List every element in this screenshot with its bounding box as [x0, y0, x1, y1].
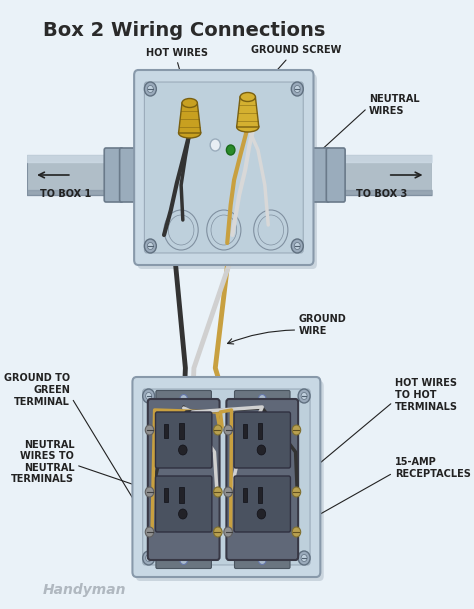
Circle shape	[214, 527, 222, 537]
Bar	[258, 487, 262, 503]
Bar	[309, 155, 432, 195]
Circle shape	[147, 85, 154, 93]
Circle shape	[224, 487, 232, 497]
Text: GROUND TO
GREEN
TERMINAL: GROUND TO GREEN TERMINAL	[4, 373, 70, 407]
Text: 15-AMP
RECEPTACLES: 15-AMP RECEPTACLES	[395, 457, 471, 479]
FancyBboxPatch shape	[136, 381, 324, 581]
Circle shape	[294, 85, 300, 93]
Ellipse shape	[240, 93, 255, 102]
Circle shape	[224, 425, 232, 435]
FancyBboxPatch shape	[132, 377, 320, 577]
Circle shape	[257, 509, 265, 519]
Circle shape	[179, 445, 187, 455]
Bar	[179, 423, 184, 439]
Bar	[243, 424, 247, 438]
Bar	[164, 488, 168, 502]
Circle shape	[145, 487, 154, 497]
Circle shape	[292, 527, 301, 537]
Ellipse shape	[237, 122, 259, 132]
Bar	[164, 424, 168, 438]
Polygon shape	[179, 103, 201, 133]
Circle shape	[143, 389, 155, 403]
Circle shape	[298, 551, 310, 565]
Text: HOT WIRES: HOT WIRES	[146, 48, 208, 58]
Ellipse shape	[182, 99, 197, 108]
Circle shape	[146, 555, 152, 561]
Text: GROUND SCREW: GROUND SCREW	[251, 45, 342, 55]
FancyBboxPatch shape	[311, 148, 330, 202]
FancyBboxPatch shape	[145, 82, 303, 253]
FancyBboxPatch shape	[326, 148, 345, 202]
Circle shape	[227, 145, 235, 155]
Circle shape	[301, 392, 307, 400]
Circle shape	[258, 395, 266, 404]
Circle shape	[258, 555, 266, 565]
Text: Box 2 Wiring Connections: Box 2 Wiring Connections	[43, 21, 325, 40]
FancyBboxPatch shape	[155, 412, 212, 468]
Bar	[258, 423, 262, 439]
FancyBboxPatch shape	[235, 552, 290, 568]
Circle shape	[214, 487, 222, 497]
Circle shape	[180, 555, 188, 565]
Ellipse shape	[179, 128, 201, 138]
Text: NEUTRAL
WIRES TO
NEUTRAL
TERMINALS: NEUTRAL WIRES TO NEUTRAL TERMINALS	[11, 440, 74, 484]
Circle shape	[179, 509, 187, 519]
Circle shape	[257, 445, 265, 455]
Text: HOT WIRES
TO HOT
TERMINALS: HOT WIRES TO HOT TERMINALS	[395, 378, 457, 412]
FancyBboxPatch shape	[134, 70, 313, 265]
Circle shape	[145, 527, 154, 537]
Circle shape	[294, 242, 300, 250]
Circle shape	[210, 139, 220, 151]
Text: Handyman: Handyman	[43, 583, 126, 597]
Text: TO BOX 1: TO BOX 1	[40, 189, 91, 199]
FancyBboxPatch shape	[234, 476, 291, 532]
Circle shape	[298, 389, 310, 403]
Circle shape	[143, 551, 155, 565]
Circle shape	[292, 239, 303, 253]
Circle shape	[301, 555, 307, 561]
FancyBboxPatch shape	[234, 412, 291, 468]
Circle shape	[145, 425, 154, 435]
FancyBboxPatch shape	[155, 476, 212, 532]
Circle shape	[224, 527, 232, 537]
FancyBboxPatch shape	[104, 148, 123, 202]
Circle shape	[145, 239, 156, 253]
FancyBboxPatch shape	[137, 74, 317, 269]
Bar	[243, 488, 247, 502]
FancyBboxPatch shape	[119, 148, 138, 202]
Circle shape	[292, 82, 303, 96]
Circle shape	[146, 392, 152, 400]
FancyBboxPatch shape	[156, 390, 211, 407]
Circle shape	[214, 425, 222, 435]
Circle shape	[147, 242, 154, 250]
Polygon shape	[237, 97, 259, 127]
FancyBboxPatch shape	[148, 399, 219, 560]
FancyBboxPatch shape	[143, 389, 310, 565]
Circle shape	[292, 487, 301, 497]
Circle shape	[180, 395, 188, 404]
Bar	[179, 487, 184, 503]
FancyBboxPatch shape	[156, 552, 211, 568]
Circle shape	[145, 82, 156, 96]
Bar	[27, 155, 138, 195]
Text: TO BOX 3: TO BOX 3	[356, 189, 408, 199]
FancyBboxPatch shape	[235, 390, 290, 407]
Text: GROUND
WIRE: GROUND WIRE	[299, 314, 347, 336]
Circle shape	[292, 425, 301, 435]
Text: NEUTRAL
WIRES: NEUTRAL WIRES	[369, 94, 419, 116]
FancyBboxPatch shape	[227, 399, 298, 560]
